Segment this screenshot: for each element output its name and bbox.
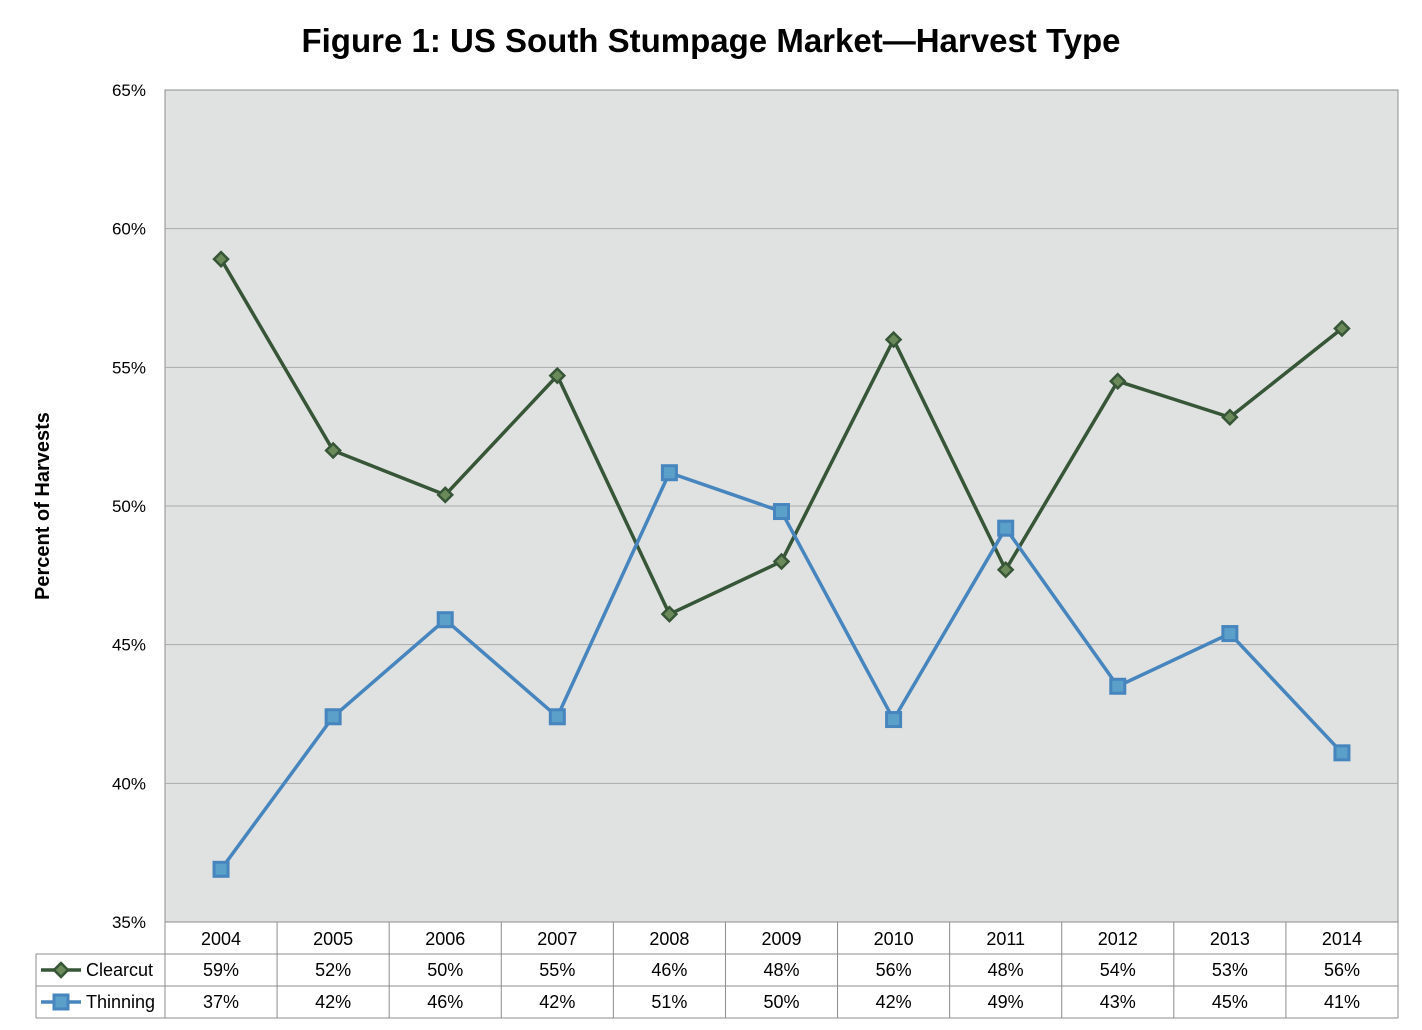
table-cell: 59% — [203, 960, 239, 980]
table-cell: 49% — [988, 992, 1024, 1012]
data-point — [436, 486, 454, 504]
table-cell: 48% — [988, 960, 1024, 980]
x-tick-label: 2013 — [1210, 929, 1250, 949]
x-tick-label: 2004 — [201, 929, 241, 949]
x-tick-label: 2014 — [1322, 929, 1362, 949]
series-layer — [212, 250, 1351, 878]
legend-label: Thinning — [86, 992, 155, 1012]
y-tick-label: 45% — [112, 636, 146, 655]
data-point — [772, 552, 791, 571]
table-cell: 51% — [651, 992, 687, 1012]
data-point — [773, 503, 790, 521]
y-tick-label: 60% — [112, 220, 146, 239]
y-tick-label: 50% — [112, 497, 146, 516]
table-cell: 41% — [1324, 992, 1360, 1012]
table-cell: 45% — [1212, 992, 1248, 1012]
y-tick-label: 35% — [112, 913, 146, 932]
data-point — [324, 708, 342, 726]
legend-key-clearcut — [41, 961, 81, 979]
data-point — [1333, 319, 1351, 338]
table-cell: 55% — [539, 960, 575, 980]
legend-key-thinning — [41, 993, 81, 1011]
table-cell: 53% — [1212, 960, 1248, 980]
y-tick-label: 65% — [112, 81, 146, 100]
data-point — [436, 611, 454, 629]
table-cell: 52% — [315, 960, 351, 980]
table-cell: 56% — [1324, 960, 1360, 980]
table-cell: 43% — [1100, 992, 1136, 1012]
data-point — [660, 605, 679, 623]
y-axis-label: Percent of Harvests — [32, 412, 54, 600]
data-point — [885, 711, 903, 729]
legend-marker — [52, 993, 70, 1011]
y-tick-label: 55% — [112, 358, 146, 377]
table-cell: 48% — [763, 960, 799, 980]
x-tick-label: 2009 — [761, 929, 801, 949]
table-cell: 54% — [1100, 960, 1136, 980]
table-cell: 50% — [763, 992, 799, 1012]
data-point — [1221, 408, 1239, 427]
data-point — [1109, 372, 1127, 390]
data-point — [212, 860, 230, 878]
x-tick-label: 2006 — [425, 929, 465, 949]
x-tick-label: 2007 — [537, 929, 577, 949]
table-cell: 37% — [203, 992, 239, 1012]
data-point — [996, 561, 1015, 579]
plot-area: 35% 40% 45% 50% 55% 60% 65% — [112, 81, 1399, 932]
table-cell: 46% — [651, 960, 687, 980]
table-cell: 56% — [876, 960, 912, 980]
legend-label: Clearcut — [86, 960, 153, 980]
table-cell: 42% — [315, 992, 351, 1012]
series-clearcut — [212, 250, 1351, 623]
table-cell: 42% — [539, 992, 575, 1012]
legend-marker — [52, 961, 70, 979]
data-point — [1109, 677, 1127, 695]
x-tick-label: 2010 — [874, 929, 914, 949]
chart-title: Figure 1: US South Stumpage Market—Harve… — [301, 22, 1120, 59]
table-cell: 42% — [876, 992, 912, 1012]
data-point — [1221, 625, 1239, 643]
data-point — [1333, 744, 1351, 762]
data-point — [212, 250, 230, 268]
x-tick-label: 2008 — [649, 929, 689, 949]
series-thinning — [212, 464, 1351, 878]
data-point — [884, 330, 903, 349]
table-cell: 46% — [427, 992, 463, 1012]
y-axis-ticks: 35% 40% 45% 50% 55% 60% 65% — [112, 81, 146, 932]
data-point — [997, 519, 1015, 537]
data-point — [548, 366, 567, 385]
data-point — [660, 464, 678, 482]
data-point — [324, 441, 342, 460]
data-point — [548, 708, 566, 726]
gridlines — [165, 228, 1398, 784]
data-table: 2004 2005 2006 2007 2008 2009 2010 2011 2012 2013… — [35, 921, 1399, 1019]
y-tick-label: 40% — [112, 774, 146, 793]
x-tick-label: 2005 — [313, 929, 353, 949]
x-tick-label: 2011 — [986, 929, 1025, 949]
x-tick-label: 2012 — [1098, 929, 1138, 949]
table-cell: 50% — [427, 960, 463, 980]
